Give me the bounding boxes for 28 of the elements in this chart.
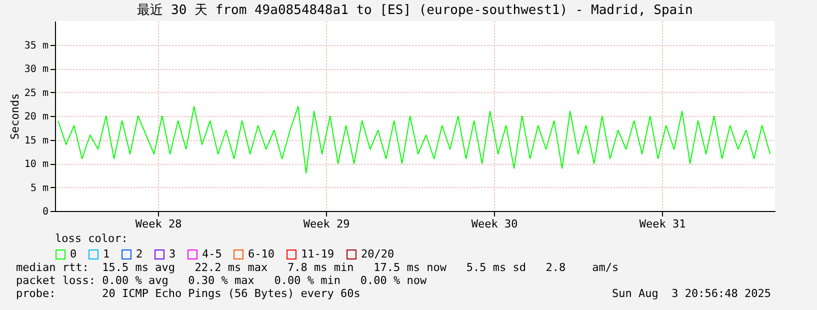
legend-label: 20/20 [361,248,394,261]
y-tick-label: 10 m [24,159,48,170]
text: Sun Aug 3 20:56:48 2025 [612,287,771,300]
legend-label: 0 [70,248,77,261]
y-tick-label: 35 m [24,40,48,52]
legend-label: 1 [103,248,110,261]
legend-label: 4-5 [202,248,222,261]
legend-label: 6-10 [248,248,274,261]
x-tick-label: Week 29 [303,218,350,230]
text: median rtt: 15.5 ms avg 22.2 ms max 7.8 ms min 17.5 ms now 5.5 ms sd 2.8 am/s [16,261,619,274]
y-tick-label: 5 m [30,182,48,194]
x-tick-label: Week 30 [471,218,518,230]
text: packet loss: 0.00 % avg 0.30 % max 0.00 % min 0.00 % now [16,274,427,287]
legend-label: 11-19 [301,248,334,261]
x-tick-label: Week 31 [639,218,686,230]
chart-title: 最近 30 天 from 49a0854848a1 to [ES] (europe-southwest1) - Madrid, Spain [137,3,693,18]
legend-title: loss color: [55,232,128,245]
y-tick-label: 0 [42,206,48,218]
text: probe: 20 ICMP Echo Pings (56 Bytes) every 60s [16,287,360,300]
y-tick-label: 20 m [24,112,48,122]
y-tick-label: 30 m [24,64,48,75]
x-tick-label: Week 28 [135,218,182,230]
line-series [58,106,771,174]
legend-label: 2 [136,248,143,261]
y-tick-label: 15 m [24,135,48,146]
y-axis-title: Seconds [8,93,22,140]
y-tick-label: 25 m [24,88,48,99]
legend-label: 3 [169,248,176,261]
